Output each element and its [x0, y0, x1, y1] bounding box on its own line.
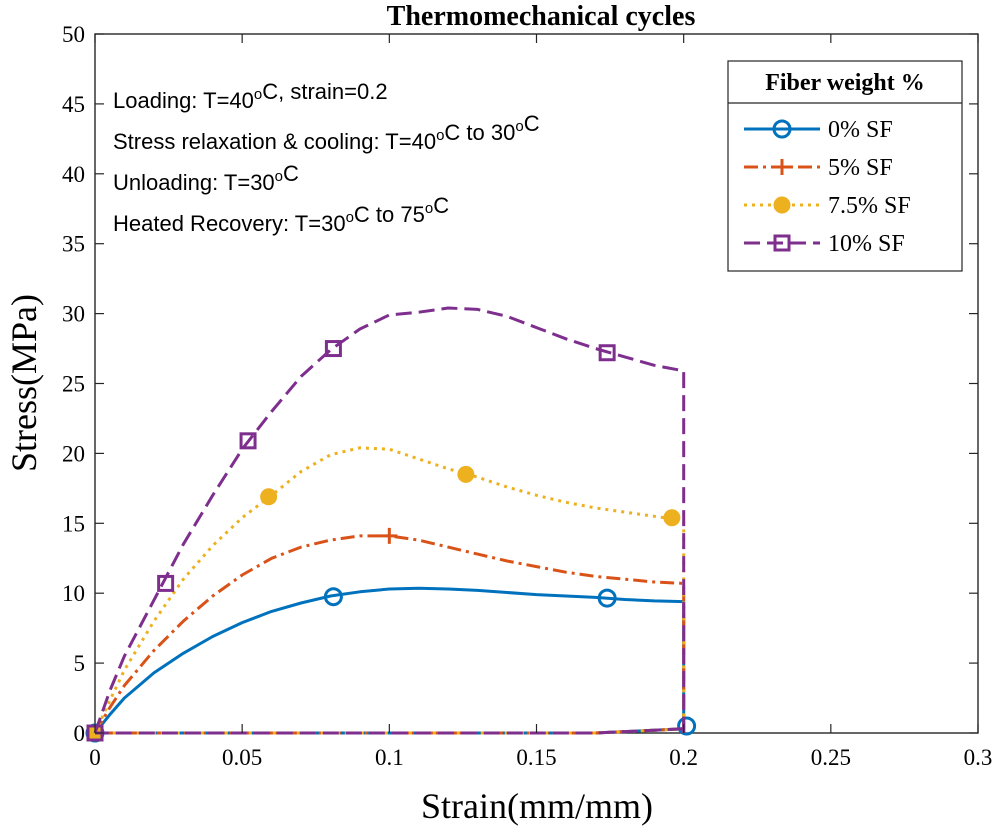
data-point	[597, 588, 617, 608]
x-tick-label: 0	[89, 745, 101, 770]
legend-label: 5% SF	[828, 155, 893, 181]
series-line	[93, 586, 686, 734]
axis-ticks: 0 0.05 0.1 0.15 0.2 0.25 0.3 0 5 10 15 20 25 30 35 40 45…	[62, 22, 992, 770]
data-point	[324, 340, 342, 358]
y-tick-label: 0	[74, 721, 86, 746]
annotation-line: Unloading: T=30oC	[113, 161, 299, 195]
legend-item: 5% SF	[744, 155, 893, 181]
legend-title: Fiber weight %	[765, 70, 925, 96]
series-4	[86, 306, 686, 742]
legend-swatch-marker	[772, 119, 792, 139]
data-point	[157, 574, 175, 592]
data-point	[239, 432, 257, 450]
y-tick-label: 30	[62, 302, 85, 327]
x-tick-label: 0.1	[375, 745, 404, 770]
chart-title: Thermomechanical cycles	[387, 1, 696, 32]
data-point	[381, 527, 398, 544]
y-tick-label: 40	[62, 162, 85, 187]
annotation-line: Stress relaxation & cooling: T=40oC to 3…	[113, 111, 540, 154]
legend-swatch-marker	[773, 196, 791, 214]
y-tick-label: 25	[62, 372, 85, 397]
y-tick-label: 20	[62, 441, 85, 466]
legend-item: 7.5% SF	[744, 193, 911, 219]
legend-item: 10% SF	[744, 231, 905, 257]
data-point	[260, 488, 278, 506]
series-line	[93, 446, 686, 734]
y-tick-label: 5	[74, 651, 86, 676]
legend-label: 7.5% SF	[828, 193, 911, 219]
series-layer	[85, 306, 697, 743]
y-axis-label: Stress(MPa)	[4, 294, 44, 472]
legend-items: 0% SF 5% SF 7.5% SF 10% SF	[744, 117, 911, 257]
y-tick-label: 35	[62, 232, 85, 257]
data-point	[323, 587, 343, 607]
recovery-line	[95, 727, 684, 735]
x-tick-label: 0.15	[516, 745, 556, 770]
y-tick-label: 45	[62, 92, 85, 117]
legend-swatch-marker	[774, 159, 790, 175]
legend-item: 0% SF	[744, 117, 893, 143]
annotation-line: Heated Recovery: T=30oC to 75oC	[113, 193, 449, 236]
legend-swatch-marker	[773, 234, 791, 252]
series-line	[93, 306, 686, 734]
data-point	[677, 716, 697, 736]
data-point	[598, 344, 616, 362]
x-tick-label: 0.2	[669, 745, 698, 770]
annotation-line: Loading: T=40oC, strain=0.2	[113, 79, 388, 113]
y-tick-label: 50	[62, 22, 85, 47]
legend-label: 0% SF	[828, 117, 893, 143]
x-tick-label: 0.25	[811, 745, 851, 770]
y-tick-label: 15	[62, 511, 85, 536]
x-tick-label: 0.3	[964, 745, 993, 770]
legend-label: 10% SF	[828, 231, 905, 257]
legend: Fiber weight % 0% SF 5% SF 7.5% SF 10% SF	[727, 60, 963, 272]
y-tick-label: 10	[62, 581, 85, 606]
data-point	[457, 465, 475, 483]
data-point	[663, 509, 681, 527]
x-tick-label: 0.05	[222, 745, 262, 770]
legend-box	[727, 60, 963, 272]
x-axis-label: Strain(mm/mm)	[421, 786, 653, 826]
